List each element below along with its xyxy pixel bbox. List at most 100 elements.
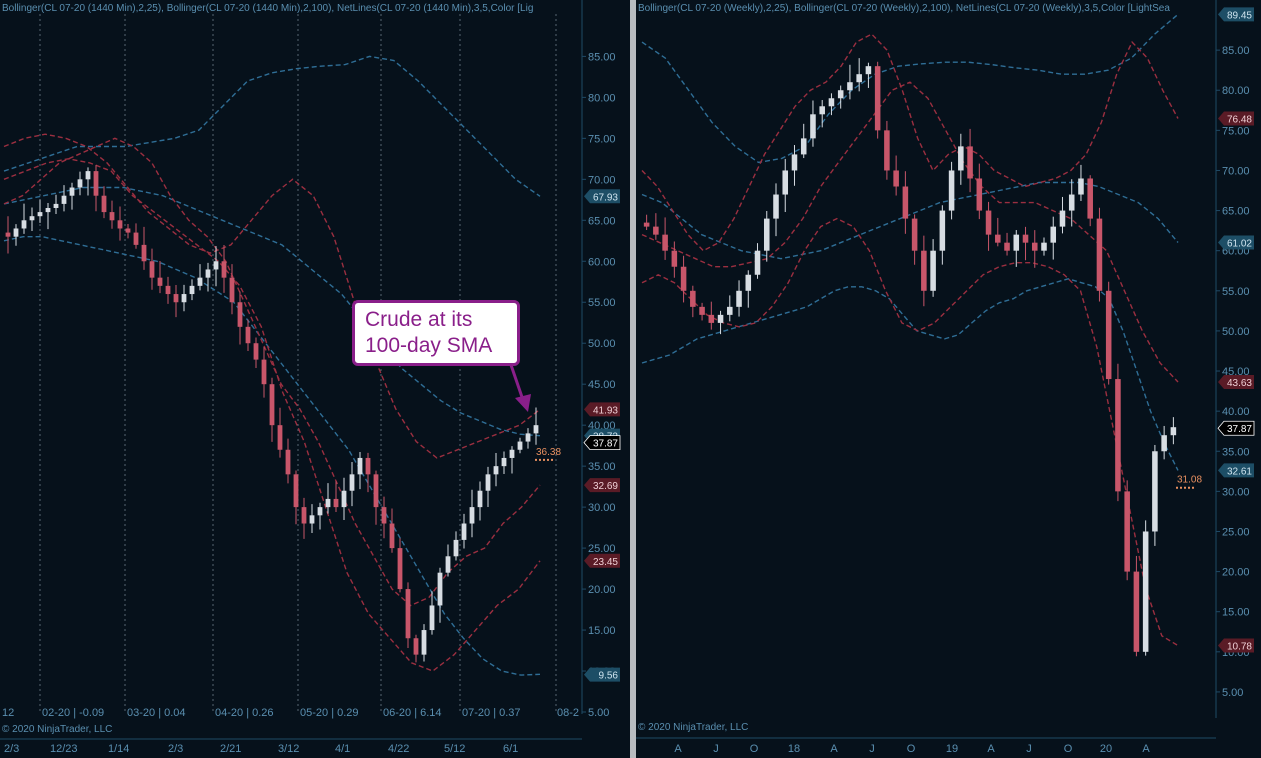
- contract-label: 06-20 | 6.14: [383, 707, 442, 719]
- price-badge: [584, 189, 620, 204]
- candle-body: [437, 572, 443, 606]
- candle-body: [13, 228, 19, 237]
- candle-body: [381, 507, 387, 524]
- price-badge-label: 37.87: [1227, 424, 1252, 435]
- red-bollinger-band: [641, 81, 1179, 383]
- y-tick-label: 35.00: [1222, 446, 1250, 458]
- y-tick-label: 55.00: [1222, 286, 1250, 298]
- candle-body: [884, 130, 890, 171]
- candle-body: [317, 507, 323, 516]
- date-tick-label: 1/14: [108, 743, 129, 755]
- blue-bollinger-band: [641, 278, 1179, 471]
- date-tick-label: 6/1: [503, 743, 518, 755]
- price-badge-label: 37.87: [593, 439, 618, 450]
- candle-body: [189, 285, 195, 295]
- candle-body: [690, 290, 696, 307]
- price-badge: [584, 553, 620, 568]
- candle-body: [213, 261, 219, 270]
- candle-body: [237, 302, 243, 327]
- candle-body: [948, 170, 955, 211]
- y-tick-label: 50.00: [1222, 326, 1250, 338]
- red-bollinger-band: [3, 133, 541, 459]
- candle-body: [763, 218, 770, 251]
- price-badge-label: 10.78: [1227, 642, 1252, 653]
- blue-bollinger-band: [3, 55, 541, 197]
- candle-body: [349, 474, 355, 491]
- price-badge-label: 43.63: [1227, 378, 1252, 389]
- date-tick-label: A: [830, 743, 838, 755]
- contract-label: 03-20 | 0.04: [127, 707, 186, 719]
- candle-body: [1022, 234, 1029, 243]
- date-tick-label: 12/23: [50, 743, 78, 755]
- red-bollinger-band: [641, 33, 1179, 252]
- left-copyright: © 2020 NinjaTrader, LLC: [2, 724, 113, 735]
- candle-body: [902, 186, 909, 219]
- candle-body: [736, 290, 742, 307]
- price-badge: [1218, 638, 1254, 653]
- candle-body: [325, 498, 331, 508]
- candle-body: [157, 277, 163, 286]
- candle-body: [397, 548, 403, 590]
- candle-body: [37, 212, 43, 217]
- right-indicator-title: Bollinger(CL 07-20 (Weekly),2,25), Bolli…: [638, 3, 1170, 14]
- left-chart-panel[interactable]: 85.00 80.00 75.00 70.00 65.00 60.00 55.00 50.00…: [0, 0, 630, 758]
- candle-body: [365, 457, 371, 475]
- callout-line-2: 100-day SMA: [365, 334, 493, 357]
- candle-body: [847, 82, 853, 91]
- date-tick-label: O: [1064, 743, 1073, 755]
- candle-body: [5, 232, 11, 237]
- candle-body: [893, 170, 899, 187]
- candle-body: [85, 171, 91, 180]
- price-badge: [1218, 7, 1254, 22]
- candle-body: [653, 226, 659, 235]
- candle-body: [985, 210, 992, 235]
- date-tick-label: 3/12: [278, 743, 299, 755]
- y-tick-label: 70.00: [1222, 165, 1250, 177]
- candle-body: [995, 234, 1001, 243]
- date-tick-label: A: [987, 743, 995, 755]
- candle-body: [453, 539, 459, 557]
- y-tick-label: 80.00: [588, 92, 616, 104]
- y-tick-label: 20.00: [1222, 567, 1250, 579]
- candle-body: [533, 425, 539, 434]
- candle-body: [525, 433, 531, 442]
- callout-arrow-head: [515, 394, 531, 412]
- candle-body: [93, 171, 99, 196]
- candle-body: [1161, 435, 1167, 452]
- candle-body: [837, 90, 844, 99]
- candle-body: [865, 66, 872, 75]
- date-tick-label: 4/22: [388, 743, 409, 755]
- annotation-callout[interactable]: Crude at its 100-day SMA: [352, 300, 520, 366]
- candle-body: [445, 556, 451, 573]
- callout-arrow-shaft: [508, 361, 525, 401]
- candle-body: [1105, 290, 1112, 380]
- y-tick-label: 25.00: [1222, 526, 1250, 538]
- candle-body: [1152, 451, 1158, 532]
- candle-body: [77, 179, 83, 188]
- price-badge: [583, 435, 621, 451]
- candle-body: [493, 466, 499, 475]
- date-tick-label: 2/3: [4, 743, 19, 755]
- candle-body: [53, 203, 59, 208]
- left-indicator-title: Bollinger(CL 07-20 (1440 Min),2,25), Bol…: [2, 3, 534, 14]
- right-chart-panel[interactable]: 85.00 80.00 75.00 70.00 65.00 60.00 55.00 50.00…: [636, 0, 1261, 758]
- candle-body: [293, 474, 299, 508]
- candle-body: [181, 294, 187, 303]
- price-badge-label: 89.45: [1227, 10, 1252, 21]
- candle-body: [1124, 491, 1130, 572]
- price-badge-label: 32.69: [593, 481, 618, 492]
- candle-body: [509, 449, 515, 458]
- candle-body: [1041, 242, 1047, 251]
- right-price-chart[interactable]: 85.0080.0075.0070.0065.0060.0055.0050.00…: [636, 0, 1261, 758]
- left-price-chart[interactable]: 85.00 80.00 75.00 70.00 65.00 60.00 55.00 50.00…: [0, 0, 630, 758]
- candle-body: [856, 74, 862, 83]
- candle-body: [1013, 234, 1020, 251]
- candle-body: [221, 261, 227, 278]
- candle-body: [285, 449, 291, 475]
- y-tick-label: 85.00: [1222, 45, 1250, 57]
- candle-body: [819, 106, 825, 115]
- y-tick-label: 70.00: [588, 174, 616, 186]
- candle-body: [1050, 226, 1057, 243]
- candle-body: [828, 98, 835, 107]
- candle-body: [930, 250, 936, 291]
